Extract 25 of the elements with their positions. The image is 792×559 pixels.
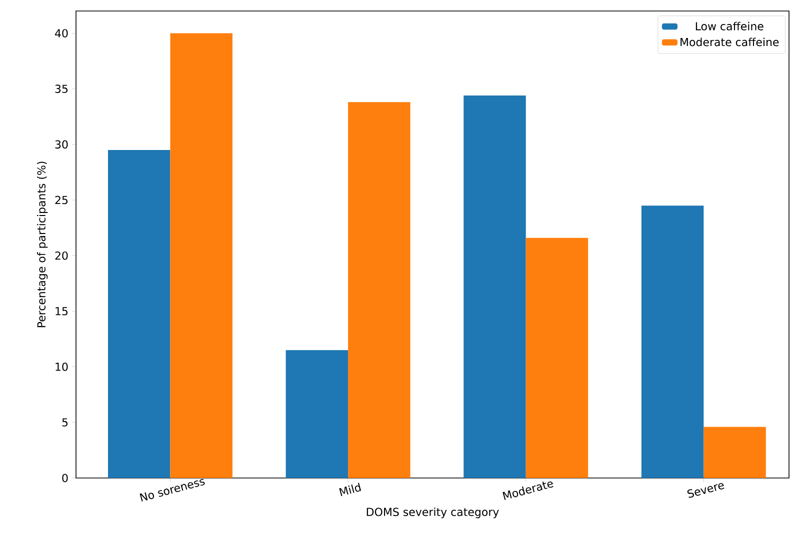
x-tick-label: Severe — [687, 483, 724, 498]
x-tick-label: Mild — [339, 482, 362, 496]
bar — [464, 96, 526, 478]
x-axis-title: DOMS severity category — [366, 508, 499, 518]
y-tick-label: 35 — [55, 84, 68, 93]
x-tick-label: No soreness — [140, 479, 205, 502]
x-tick-label: Moderate — [502, 481, 554, 500]
bar — [704, 426, 766, 478]
bar — [170, 33, 232, 478]
y-tick-label: 30 — [55, 140, 68, 149]
legend-label: Moderate caffeine — [680, 38, 779, 46]
bar — [286, 350, 348, 478]
legend-label: Low caffeine — [696, 22, 764, 30]
y-tick-label: 5 — [62, 418, 68, 426]
y-tick-label: 40 — [55, 29, 68, 38]
y-tick-label: 15 — [56, 307, 68, 316]
y-axis-title: Percentage of participants (%) — [36, 162, 48, 328]
y-tick-label: 10 — [56, 362, 68, 371]
y-tick-label: 25 — [55, 196, 68, 204]
bar — [348, 102, 410, 478]
bar — [526, 238, 588, 478]
bar — [108, 150, 170, 478]
y-tick-label: 0 — [62, 474, 68, 482]
bar — [641, 206, 704, 478]
y-tick-label: 20 — [55, 251, 68, 260]
